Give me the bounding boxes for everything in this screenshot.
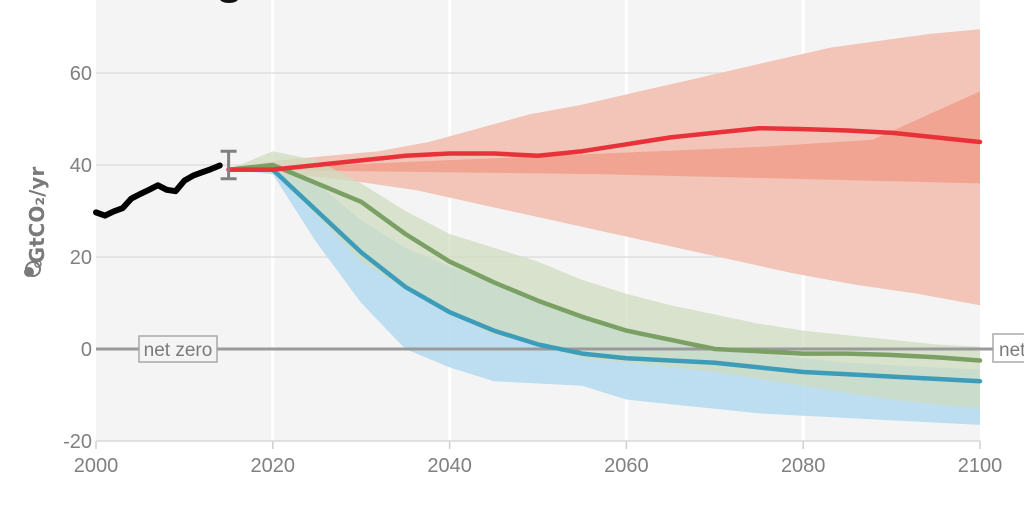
pathway-2c-line bbox=[226, 162, 983, 363]
pathway-2c-band bbox=[228, 151, 981, 409]
net-zero-text-right: net zero bbox=[999, 340, 1024, 361]
net-zero-label-right: net zero bbox=[992, 333, 1024, 363]
historical-line bbox=[93, 162, 223, 219]
x-tick-label: 2000 bbox=[74, 455, 119, 477]
baseline-inner-band bbox=[228, 91, 981, 184]
y-axis-ticks: -20 0 20 40 60 bbox=[63, 63, 92, 453]
baseline-line bbox=[226, 125, 983, 172]
co2-icon bbox=[24, 260, 42, 277]
title-glyph-fragment bbox=[220, 0, 238, 3]
x-tick-label: 2080 bbox=[781, 455, 826, 477]
uncertainty-bands bbox=[228, 29, 981, 425]
y-tick-label: 0 bbox=[81, 339, 92, 361]
x-tick-label: 2100 bbox=[958, 455, 1003, 477]
y-tick-label: 20 bbox=[70, 247, 92, 269]
x-axis-ticks: 2000 2020 2040 2060 2080 2100 bbox=[74, 441, 1003, 477]
net-zero-label-left: net zero bbox=[138, 335, 218, 363]
error-bar bbox=[220, 149, 237, 181]
y-tick-label: 60 bbox=[70, 63, 92, 85]
x-tick-label: 2040 bbox=[427, 455, 472, 477]
x-tick-label: 2020 bbox=[251, 455, 296, 477]
y-axis-label-text: GtCO₂/yr bbox=[25, 167, 49, 264]
series-lines bbox=[93, 125, 983, 384]
y-tick-label: -20 bbox=[63, 431, 92, 453]
x-tick-label: 2060 bbox=[604, 455, 649, 477]
y-axis-label: GtCO₂/yr bbox=[25, 167, 49, 264]
y-tick-label: 40 bbox=[70, 155, 92, 177]
net-zero-text: net zero bbox=[144, 340, 213, 361]
pathway-1p5-line bbox=[226, 167, 983, 384]
